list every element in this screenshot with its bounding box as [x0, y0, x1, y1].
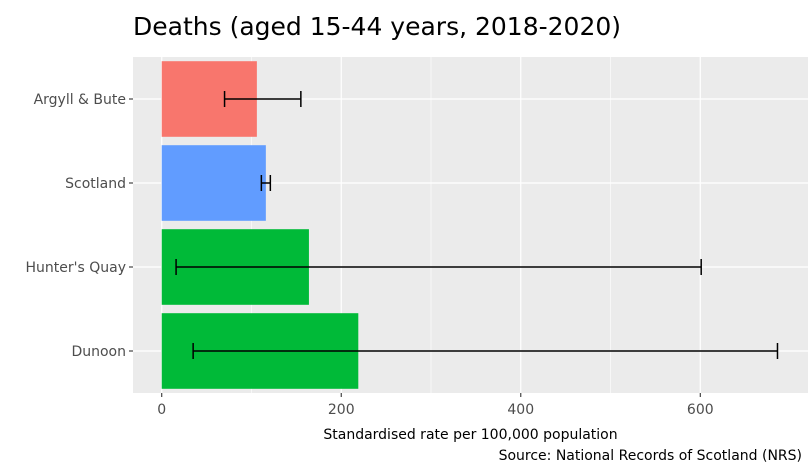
x-tick-label: 0 — [157, 402, 166, 418]
chart-title: Deaths (aged 15-44 years, 2018-2020) — [133, 12, 621, 41]
y-tick-label: Scotland — [65, 176, 126, 192]
error-bars — [175, 91, 779, 359]
x-axis-label: Standardised rate per 100,000 population — [323, 427, 617, 443]
y-tick-label: Hunter's Quay — [26, 260, 126, 276]
y-tick-label: Dunoon — [71, 344, 126, 360]
x-tick-label: 600 — [687, 402, 714, 418]
bar-1 — [161, 145, 266, 221]
y-tick-label: Argyll & Bute — [34, 92, 126, 108]
chart-caption: Source: National Records of Scotland (NR… — [499, 448, 802, 464]
y-axis: Argyll & Bute Scotland Hunter's Quay Dunoon — [26, 92, 133, 360]
x-tick-label: 200 — [328, 402, 355, 418]
x-tick-label: 400 — [507, 402, 534, 418]
x-axis: 0 200 400 600 — [157, 393, 714, 418]
